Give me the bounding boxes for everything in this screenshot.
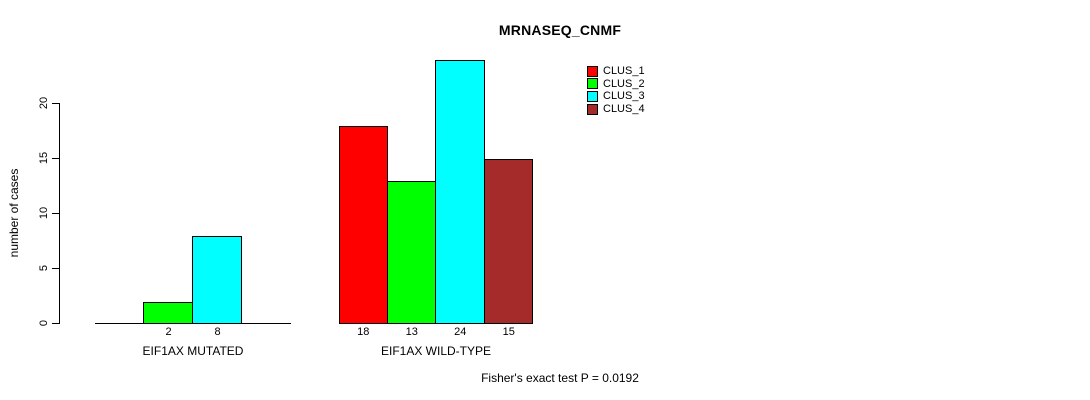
legend-swatch-icon [587, 78, 598, 90]
legend-swatch-icon [587, 90, 598, 102]
bar-count-label: 24 [454, 326, 467, 338]
bar-clus_2 [143, 302, 193, 324]
y-tick-label: 15 [38, 151, 50, 165]
bar-count-label: 18 [357, 326, 370, 338]
y-tick-mark [52, 158, 59, 159]
y-tick-label: 10 [38, 206, 50, 220]
bar-clus_3 [192, 236, 242, 324]
legend-row: CLUS_3 [587, 90, 645, 103]
bar-count-label: 8 [214, 326, 221, 338]
legend-swatch-icon [587, 103, 598, 115]
bar-clus_3 [435, 60, 485, 324]
y-tick-mark [52, 268, 59, 269]
legend-label: CLUS_4 [603, 103, 645, 116]
bar-count-label: 15 [502, 326, 515, 338]
legend-row: CLUS_1 [587, 65, 645, 78]
group-label: EIF1AX WILD-TYPE [380, 344, 492, 358]
group-label: EIF1AX MUTATED [142, 344, 244, 358]
legend-label: CLUS_2 [603, 77, 645, 90]
y-tick-mark [52, 213, 59, 214]
legend-row: CLUS_4 [587, 103, 645, 116]
bar-clus_2 [386, 181, 436, 324]
y-axis-title: number of cases [7, 168, 21, 258]
y-axis-line [59, 103, 60, 324]
legend-row: CLUS_2 [587, 78, 645, 91]
legend-label: CLUS_3 [603, 90, 645, 103]
legend-swatch-icon [587, 65, 598, 77]
bar-clus_1 [339, 126, 388, 324]
y-tick-label: 0 [38, 319, 50, 327]
annotation-pvalue: Fisher's exact test P = 0.0192 [481, 371, 639, 385]
bar-count-label: 2 [165, 326, 172, 338]
y-tick-mark [52, 103, 59, 104]
bar-count-label: 13 [405, 326, 418, 338]
bar-clus_4 [483, 159, 533, 324]
legend: CLUS_1 CLUS_2 CLUS_3 CLUS_4 [587, 65, 645, 115]
legend-label: CLUS_1 [603, 65, 645, 78]
y-tick-mark [52, 323, 59, 324]
chart-title: MRNASEQ_CNMF [498, 22, 622, 38]
y-tick-label: 20 [38, 96, 50, 110]
y-tick-label: 5 [38, 264, 50, 272]
